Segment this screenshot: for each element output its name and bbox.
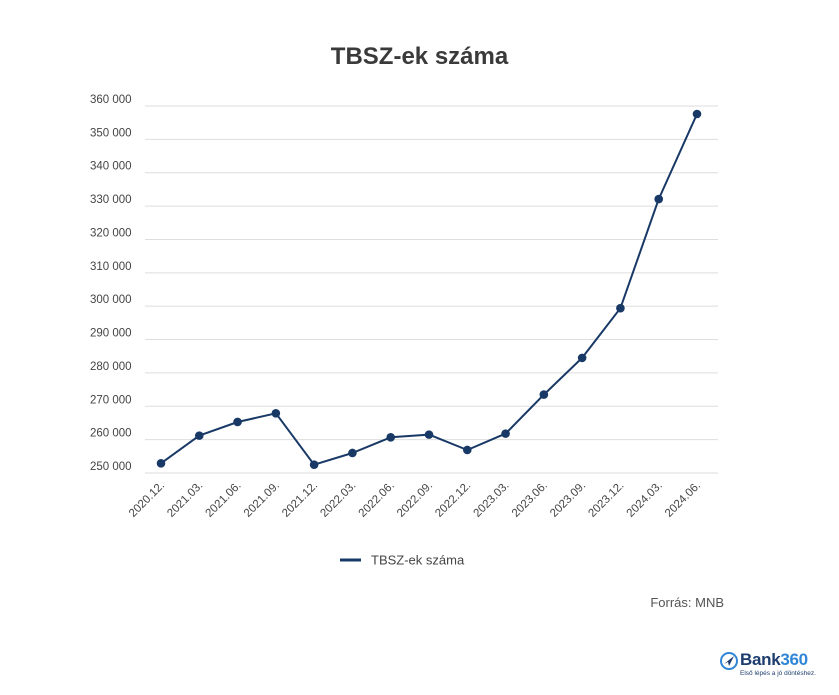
x-tick-label: 2020.12. bbox=[127, 480, 167, 520]
y-tick-label: 360 000 bbox=[90, 94, 132, 106]
x-tick-label: 2024.06. bbox=[663, 480, 703, 520]
x-tick-label: 2023.12. bbox=[586, 480, 626, 520]
y-tick-label: 280 000 bbox=[90, 361, 132, 373]
x-tick-label: 2023.06. bbox=[510, 480, 550, 520]
y-tick-label: 250 000 bbox=[90, 461, 132, 473]
x-tick-label: 2023.09. bbox=[548, 480, 588, 520]
x-tick-label: 2021.12. bbox=[280, 480, 320, 520]
data-point bbox=[539, 390, 549, 399]
x-tick-label: 2024.03. bbox=[625, 480, 665, 520]
y-tick-label: 330 000 bbox=[90, 194, 132, 206]
x-tick-label: 2021.06. bbox=[204, 480, 244, 520]
logo-brand-main: Bank bbox=[740, 650, 781, 669]
data-point bbox=[271, 408, 281, 418]
logo-wordmark: Bank360 bbox=[740, 650, 808, 670]
y-tick-label: 310 000 bbox=[90, 261, 132, 273]
series-line bbox=[156, 109, 702, 469]
logo-tagline: Első lépés a jó döntéshez. bbox=[740, 670, 816, 677]
data-point bbox=[577, 353, 587, 363]
y-tick-label: 260 000 bbox=[90, 428, 132, 440]
legend-label: TBSZ-ek száma bbox=[371, 553, 465, 568]
data-point bbox=[194, 431, 204, 440]
chart-title: TBSZ-ek száma bbox=[331, 43, 509, 70]
x-axis-ticks: 2020.12.2021.03.2021.06.2021.09.2021.12.… bbox=[127, 480, 703, 520]
series-line-path bbox=[160, 113, 698, 466]
y-tick-label: 270 000 bbox=[90, 394, 132, 406]
y-tick-label: 340 000 bbox=[90, 161, 132, 173]
data-point bbox=[616, 303, 625, 313]
x-tick-label: 2022.03. bbox=[318, 480, 358, 520]
y-axis-ticks: 250 000 260 000 270 000 280 000 290 000 300 0… bbox=[90, 94, 132, 473]
data-point bbox=[386, 433, 396, 442]
y-tick-label: 350 000 bbox=[90, 127, 132, 139]
legend: TBSZ-ek száma bbox=[340, 553, 465, 568]
data-point bbox=[501, 429, 510, 438]
data-point bbox=[424, 430, 434, 439]
y-tick-label: 290 000 bbox=[90, 328, 132, 340]
compass-plane-icon bbox=[720, 652, 738, 670]
data-point bbox=[692, 109, 702, 119]
data-point bbox=[348, 448, 357, 458]
y-tick-label: 300 000 bbox=[90, 294, 132, 306]
grid-lines bbox=[145, 105, 718, 474]
data-point bbox=[462, 445, 472, 455]
logo-brand-accent: 360 bbox=[780, 650, 808, 669]
data-point bbox=[654, 194, 664, 204]
x-tick-label: 2021.03. bbox=[165, 480, 205, 520]
x-tick-label: 2021.09. bbox=[242, 480, 282, 520]
x-tick-label: 2022.06. bbox=[357, 480, 397, 520]
x-tick-label: 2022.09. bbox=[395, 480, 435, 520]
x-tick-label: 2023.03. bbox=[472, 480, 512, 520]
source-note: Forrás: MNB bbox=[650, 595, 724, 610]
y-tick-label: 320 000 bbox=[90, 227, 132, 239]
data-point bbox=[233, 417, 242, 427]
data-point bbox=[156, 459, 166, 468]
bank360-logo: Bank360 Első lépés a jó döntéshez. bbox=[720, 650, 820, 684]
data-point bbox=[309, 460, 319, 469]
x-tick-label: 2022.12. bbox=[433, 480, 473, 520]
